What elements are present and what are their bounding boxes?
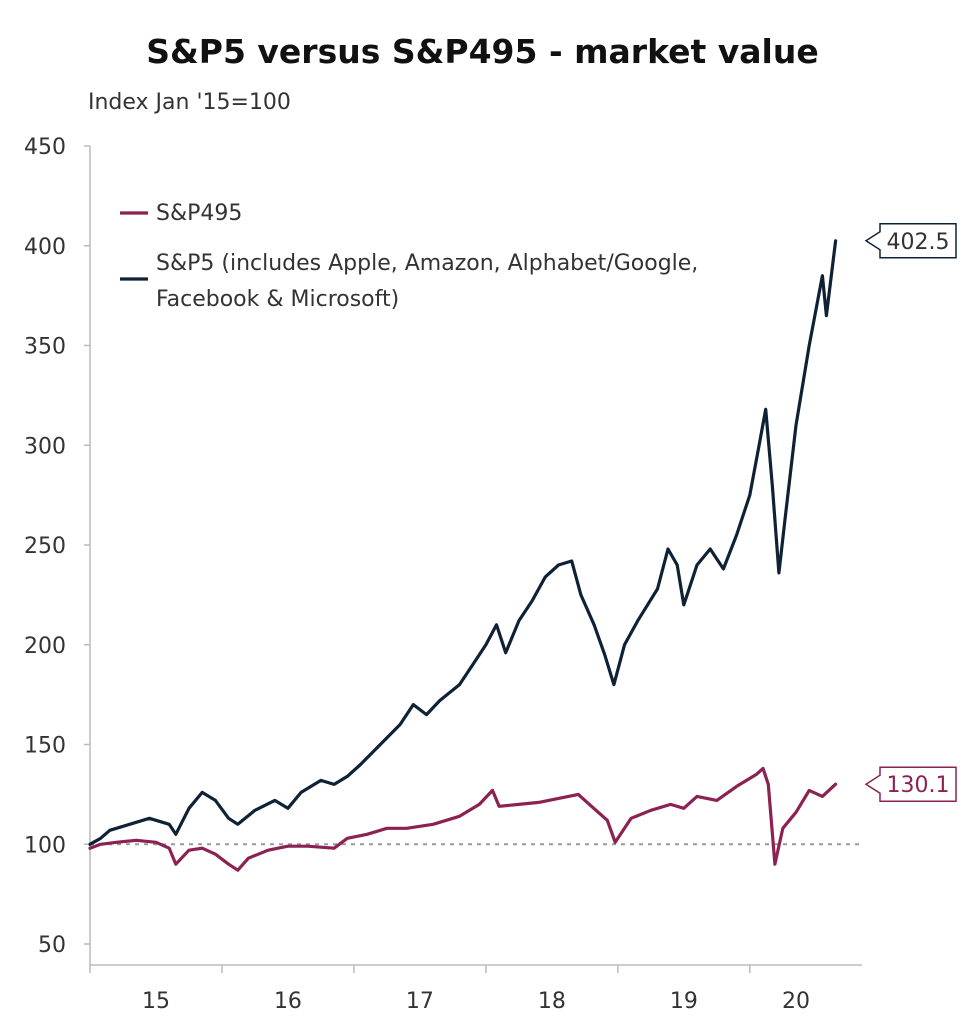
end-value-callouts: 130.1 402.5 (864, 223, 957, 802)
y-tick-label: 300 (24, 434, 66, 459)
callout-sp5: 402.5 (864, 223, 957, 259)
y-tick-label: 200 (24, 634, 66, 659)
x-tick-label: 17 (406, 989, 434, 1014)
legend: S&P495 S&P5 (includes Apple, Amazon, Alph… (120, 201, 698, 312)
callout-box (864, 223, 957, 259)
callout-sp495: 130.1 (864, 766, 957, 802)
x-tick-label: 18 (538, 989, 566, 1014)
callout-box (864, 766, 957, 802)
callout-value: 402.5 (887, 230, 950, 255)
series-line-sp5 (88, 239, 838, 846)
y-tick-label: 350 (24, 335, 66, 360)
legend-label-sp5: S&P5 (includes Apple, Amazon, Alphabet/G… (156, 251, 698, 276)
y-tick-label: 100 (24, 833, 66, 858)
series-layer (88, 239, 838, 872)
x-tick-label: 19 (670, 989, 698, 1014)
y-tick-label: 400 (24, 235, 66, 260)
legend-label-sp5: Facebook & Microsoft) (156, 287, 399, 312)
series-line-sp495 (88, 766, 838, 872)
chart-title: S&P5 versus S&P495 - market value (146, 32, 819, 71)
callout-value: 130.1 (887, 773, 950, 798)
x-tick-label: 20 (782, 989, 810, 1014)
legend-label-sp495: S&P495 (156, 201, 242, 226)
y-tick-label: 50 (38, 933, 66, 958)
y-tick-label: 250 (24, 534, 66, 559)
chart-subtitle: Index Jan '15=100 (88, 90, 291, 115)
axes: 50 100 150 200 250 300 350 400 450 15 16 17 18 19 20 (24, 135, 862, 1014)
x-tick-label: 15 (142, 989, 170, 1014)
y-tick-label: 450 (24, 135, 66, 160)
x-tick-label: 16 (274, 989, 302, 1014)
y-tick-label: 150 (24, 734, 66, 759)
